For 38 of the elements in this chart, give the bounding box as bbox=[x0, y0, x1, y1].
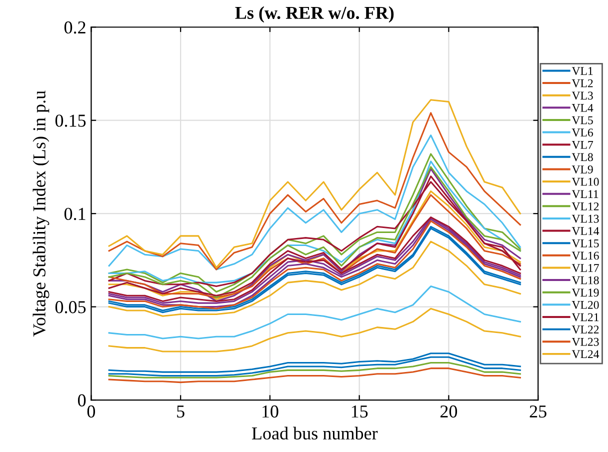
y-tick-label: 0.2 bbox=[64, 21, 86, 34]
y-tick-label: 0 bbox=[78, 394, 86, 406]
legend-label: VL24 bbox=[572, 350, 600, 358]
legend-label: VL23 bbox=[572, 338, 599, 346]
legend-label: VL3 bbox=[572, 92, 593, 100]
legend-label: VL14 bbox=[572, 227, 600, 236]
x-tick-label: 10 bbox=[262, 405, 278, 418]
legend-label: VL6 bbox=[572, 128, 594, 137]
legend-label: VL2 bbox=[572, 79, 593, 88]
legend-label: VL20 bbox=[572, 300, 599, 309]
x-tick-label: 15 bbox=[352, 405, 368, 418]
chart-title: Ls (w. RER w/o. FR) bbox=[235, 6, 394, 23]
y-tick-label: 0.15 bbox=[55, 114, 86, 127]
legend-label: VL12 bbox=[572, 202, 599, 210]
legend-label: VL18 bbox=[572, 276, 599, 284]
legend-label: VL8 bbox=[572, 153, 593, 162]
x-tick-label: 20 bbox=[440, 405, 458, 418]
legend-label: VL4 bbox=[572, 104, 594, 112]
legend-label: VL21 bbox=[572, 313, 599, 322]
legend-label: VL5 bbox=[572, 116, 593, 124]
legend-label: VL7 bbox=[572, 140, 594, 149]
legend-label: VL17 bbox=[572, 264, 599, 272]
y-tick-label: 0.05 bbox=[55, 301, 86, 314]
legend-label: VL19 bbox=[572, 288, 599, 297]
x-tick-label: 5 bbox=[177, 406, 184, 418]
y-tick-label: 0.1 bbox=[64, 208, 86, 220]
y-axis-title: Voltage Stability Index (Ls) in p.u bbox=[32, 90, 50, 337]
legend-label: VL10 bbox=[572, 178, 599, 186]
x-axis-title: Load bus number bbox=[252, 426, 378, 440]
x-tick-label: 0 bbox=[87, 405, 96, 418]
x-tick-label: 25 bbox=[530, 405, 546, 418]
legend-label: VL9 bbox=[572, 166, 593, 174]
legend-label: VL11 bbox=[572, 190, 598, 198]
legend-label: VL16 bbox=[572, 252, 599, 260]
legend-label: VL15 bbox=[572, 239, 599, 248]
legend-label: VL13 bbox=[572, 214, 599, 223]
legend-label: VL1 bbox=[572, 67, 593, 76]
legend-label: VL22 bbox=[572, 326, 599, 334]
